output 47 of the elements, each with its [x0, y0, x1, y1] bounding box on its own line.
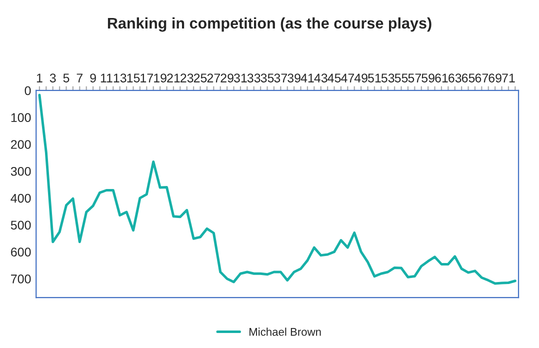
y-tick-label: 700: [11, 274, 31, 284]
x-tick-label: 43: [314, 74, 328, 82]
x-tick-label: 39: [288, 74, 300, 82]
line-series: [38, 94, 516, 285]
x-tick-label: 67: [475, 74, 488, 82]
chart-title: Ranking in competition (as the course plays): [108, 17, 432, 32]
x-tick-label: 57: [408, 74, 421, 82]
x-tick-label: 9: [90, 74, 96, 82]
x-tick-label: 37: [274, 74, 287, 82]
x-tick-label: 35: [260, 74, 274, 82]
x-tick-label: 63: [448, 74, 462, 82]
x-tick-label: 15: [127, 74, 140, 82]
x-tick-label: 51: [368, 74, 381, 82]
x-tick-label: 49: [354, 74, 368, 82]
y-tick-label: 300: [10, 166, 31, 176]
x-tick-label: 71: [502, 74, 515, 82]
x-tick-label: 31: [234, 74, 247, 82]
x-tick-label: 53: [381, 74, 394, 82]
x-tick-label: 7: [76, 74, 83, 82]
y-tick-label: 100: [11, 113, 31, 122]
x-tick-label: 29: [220, 74, 234, 82]
x-tick-label: 11: [100, 74, 112, 82]
x-tick-label: 25: [194, 74, 207, 82]
x-tick-label: 55: [394, 74, 408, 82]
x-tick-label: 19: [154, 74, 166, 82]
y-tick-label: 0: [24, 86, 31, 96]
x-tick-label: 33: [247, 74, 260, 82]
x-tick-label: 23: [180, 74, 194, 82]
x-tick-label: 61: [435, 74, 448, 82]
x-tick-label: 13: [114, 74, 126, 82]
x-tick-label: 5: [63, 74, 70, 82]
x-tick-label: 27: [207, 74, 220, 82]
y-tick-label: 600: [11, 248, 31, 256]
x-tick-label: 65: [462, 74, 475, 82]
x-tick-label: 59: [422, 74, 434, 82]
x-tick-label: 47: [341, 74, 354, 82]
y-tick-label: 200: [11, 140, 31, 149]
x-tick-label: 45: [328, 74, 341, 82]
x-tick-label: 17: [140, 74, 153, 82]
legend-label: Michael Brown: [250, 328, 321, 336]
y-tick-label: 500: [10, 220, 31, 230]
x-tick-label: 21: [167, 74, 180, 82]
x-tick-label: 69: [488, 74, 502, 82]
y-tick-label: 400: [10, 194, 31, 203]
x-tick-label: 41: [300, 74, 314, 82]
x-tick-label: 1: [36, 74, 42, 82]
x-tick-label: 3: [50, 74, 56, 82]
